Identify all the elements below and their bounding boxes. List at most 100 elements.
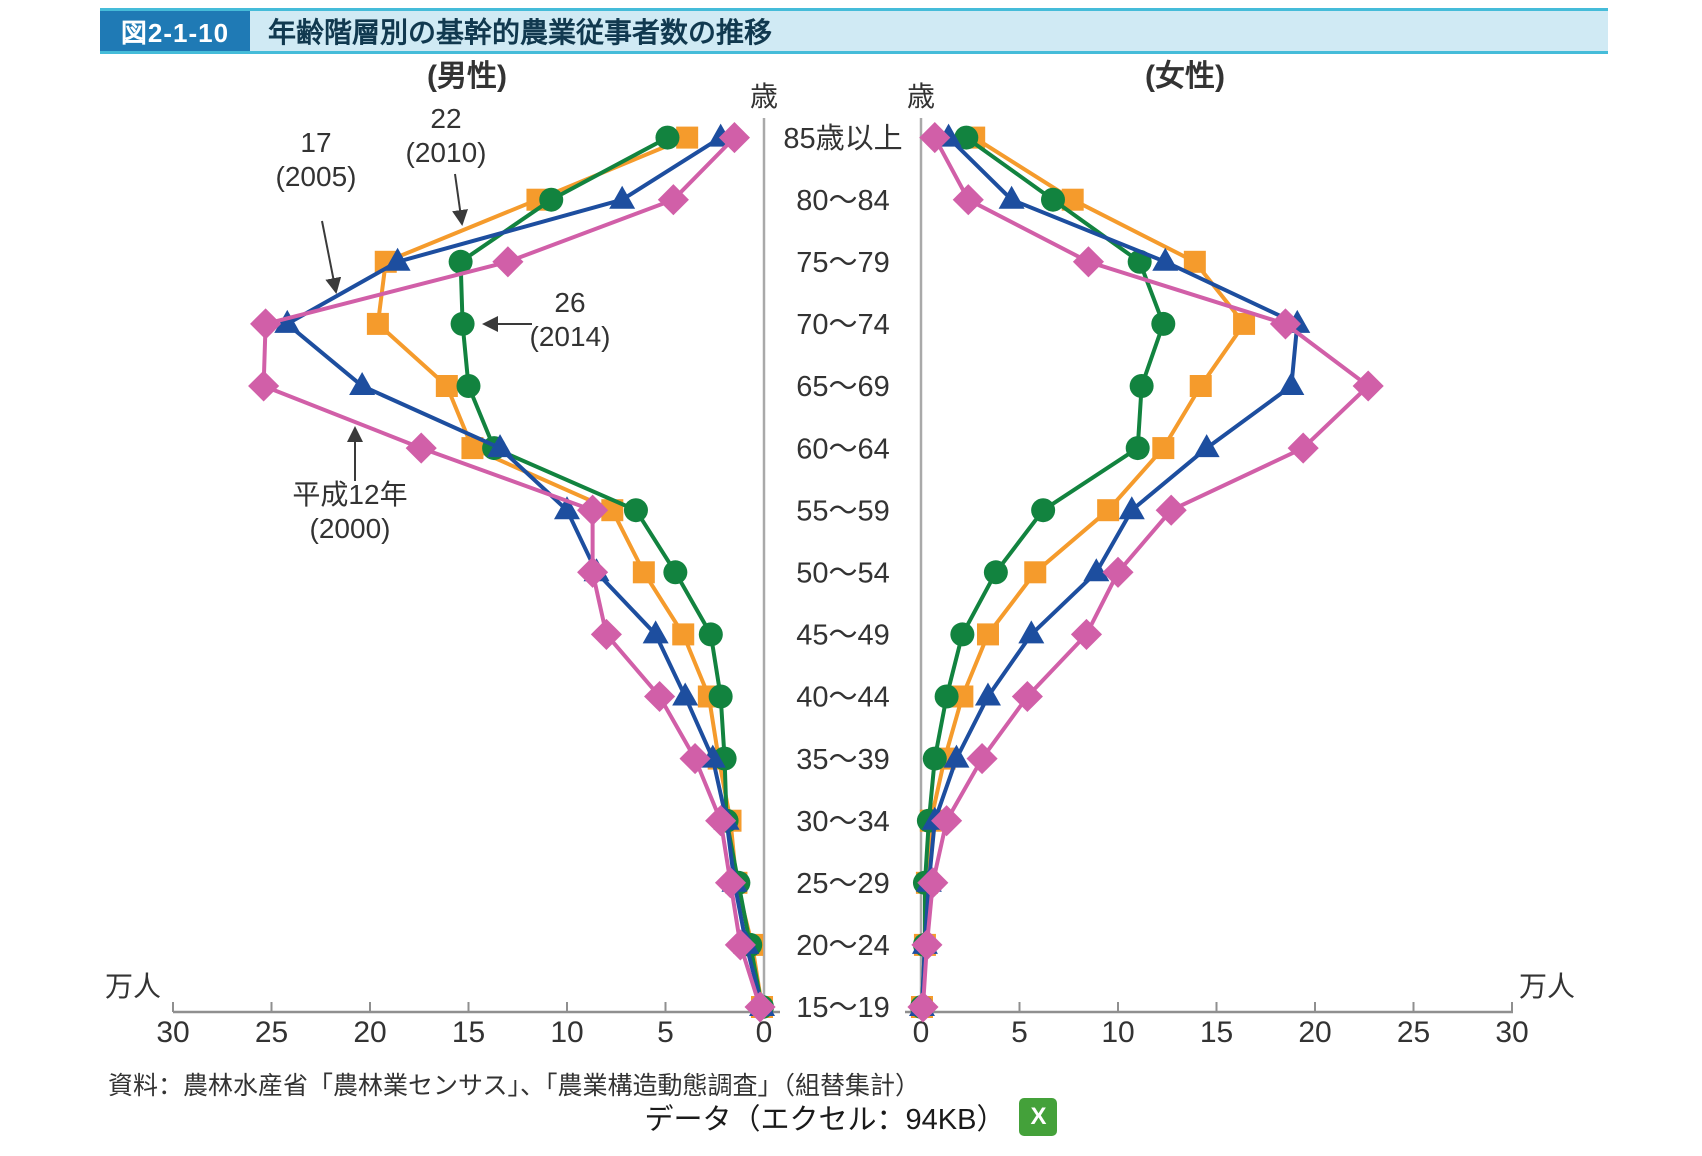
series-2005-male-line — [285, 135, 765, 1009]
data-marker — [698, 622, 723, 647]
data-marker — [1189, 375, 1212, 397]
data-marker — [952, 184, 984, 216]
data-marker — [976, 623, 999, 646]
data-marker — [601, 499, 624, 522]
data-marker — [1125, 436, 1150, 461]
data-marker — [539, 187, 564, 212]
age-label: 15～19 — [796, 992, 890, 1024]
data-marker — [974, 682, 1001, 706]
tick-label: 30 — [1495, 1016, 1528, 1049]
tick-label: 20 — [353, 1016, 386, 1049]
data-marker — [1278, 372, 1305, 395]
data-marker — [998, 185, 1025, 209]
data-marker — [663, 560, 688, 585]
data-marker — [672, 682, 699, 706]
data-marker — [623, 498, 648, 523]
data-marker — [1040, 187, 1065, 212]
male-header: (男性) — [427, 60, 507, 93]
annotation-label: 26 — [554, 287, 585, 318]
age-label: 60～64 — [796, 433, 890, 465]
data-marker — [448, 249, 473, 274]
data-marker — [632, 561, 655, 584]
data-marker — [487, 434, 514, 458]
female-header: (女性) — [1145, 59, 1225, 93]
data-marker — [676, 126, 699, 149]
tick-label: 20 — [1298, 1016, 1331, 1049]
data-marker — [1152, 247, 1179, 271]
data-marker — [1152, 437, 1175, 460]
data-marker — [950, 622, 975, 647]
annotation-2000: 平成12年(2000) — [292, 426, 408, 544]
age-label: 55～59 — [796, 495, 890, 527]
data-marker — [609, 185, 636, 209]
tick-label: 10 — [550, 1016, 583, 1049]
data-download-link[interactable]: データ（エクセル：94KB） — [644, 1104, 1006, 1136]
data-marker — [1024, 561, 1047, 584]
data-marker — [384, 247, 411, 271]
data-marker — [1129, 374, 1154, 398]
data-marker — [274, 309, 301, 333]
source-note: 資料：農林水産省「農林業センサス」、「農業構造動態調査」（組替集計） — [108, 1072, 921, 1100]
value-unit-label: 万人 — [105, 971, 161, 1002]
data-marker — [577, 556, 609, 588]
age-label: 25～29 — [796, 868, 890, 900]
age-unit-label: 歳 — [907, 81, 935, 112]
data-marker — [1151, 311, 1176, 336]
age-label: 50～54 — [796, 557, 890, 589]
pyramid-chart: 30 25 20 15 10 5 0 0 5 10 15 20 25 30 (男性) (女性) 歳 歳万人 万人 15… — [105, 59, 1575, 1049]
age-label: 40～44 — [796, 682, 890, 714]
data-marker — [1233, 312, 1256, 335]
series-2010-male-line — [375, 135, 765, 1009]
data-marker — [934, 684, 959, 709]
annotation-label: (2010) — [406, 137, 487, 168]
data-marker — [1097, 499, 1120, 522]
tick-label: 0 — [913, 1016, 930, 1049]
data-marker — [1072, 246, 1105, 278]
data-marker — [655, 125, 680, 150]
data-marker — [1031, 498, 1056, 523]
tick-label: 25 — [1397, 1016, 1430, 1049]
data-marker — [461, 437, 484, 460]
value-unit-label: 万人 — [1519, 971, 1575, 1002]
data-marker — [450, 311, 475, 336]
annotation-2005: 17(2005) — [276, 127, 356, 294]
annotation-label: (2000) — [310, 513, 391, 544]
age-unit-label: 歳 — [750, 81, 778, 112]
age-label: 45～49 — [796, 620, 890, 652]
data-marker — [943, 744, 970, 768]
tick-label: 5 — [657, 1016, 674, 1049]
age-label: 65～69 — [796, 371, 890, 403]
tick-label: 5 — [1011, 1016, 1028, 1049]
data-marker — [1118, 496, 1145, 520]
age-label: 85歳以上 — [783, 122, 902, 155]
annotation-label: (2014) — [530, 321, 611, 352]
figure-title: 年齢階層別の基幹的農業従事者数の推移 — [250, 11, 1608, 51]
age-label: 35～39 — [796, 744, 890, 776]
data-marker — [349, 372, 376, 395]
data-marker — [642, 620, 669, 644]
data-marker — [1061, 188, 1084, 211]
data-marker — [250, 308, 282, 340]
data-marker — [405, 432, 437, 464]
tick-label: 0 — [756, 1016, 773, 1049]
data-marker — [435, 375, 458, 397]
data-marker — [1018, 620, 1045, 644]
data-marker — [366, 312, 389, 335]
data-marker — [456, 374, 481, 398]
excel-icon[interactable]: X — [1019, 1098, 1058, 1136]
data-marker — [919, 122, 951, 154]
data-marker — [672, 623, 695, 646]
tick-label: 30 — [156, 1016, 189, 1049]
data-marker — [1083, 558, 1110, 582]
data-marker — [966, 743, 998, 775]
data-marker — [922, 746, 947, 771]
annotation-label: 平成12年 — [292, 479, 407, 510]
data-marker — [954, 125, 979, 150]
tick-label: 10 — [1101, 1016, 1134, 1049]
annotation-label: 17 — [300, 127, 331, 158]
tick-label: 25 — [255, 1016, 288, 1049]
data-marker — [983, 560, 1008, 585]
data-marker — [492, 246, 524, 278]
annotation-label: 22 — [430, 103, 461, 134]
